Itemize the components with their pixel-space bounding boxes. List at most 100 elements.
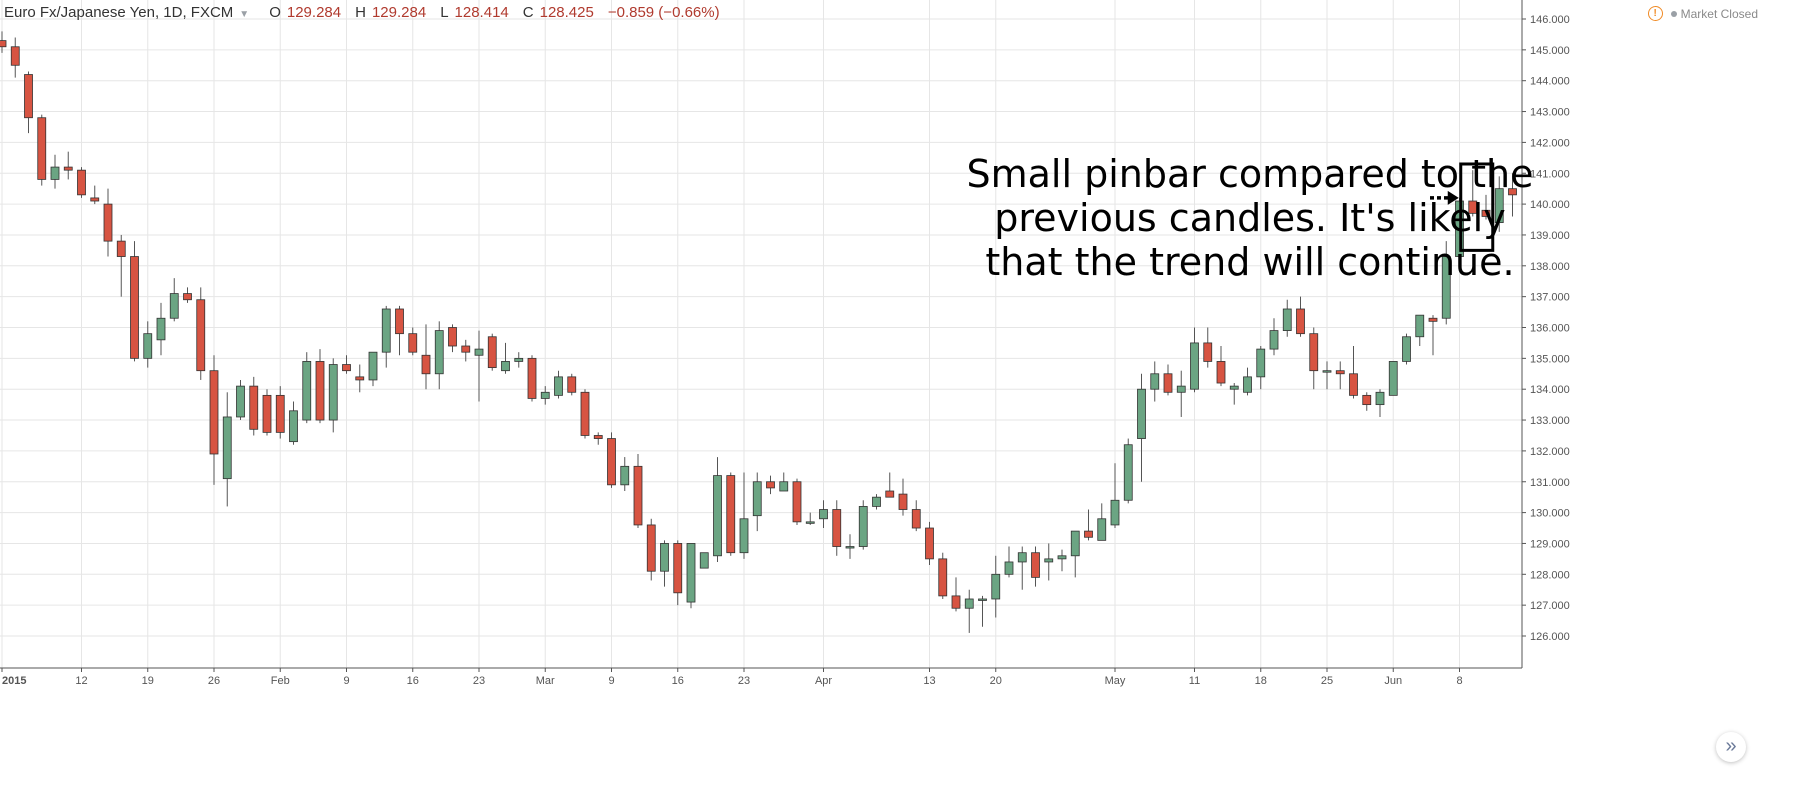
annotation-text: Small pinbar compared to the previous ca… [940,152,1560,284]
candle-down [77,169,86,196]
candle-up [1415,314,1425,338]
arrow-head-icon [1447,190,1459,205]
candle-down [196,299,206,372]
chart-legend: Euro Fx/Japanese Yen, 1D, FXCM ▼ O 129.28… [4,4,720,21]
candle-up [1137,388,1146,439]
y-tick-label: 131.000 [1530,477,1570,489]
pinbar-highlight-box [1459,162,1495,252]
candle-up [1388,361,1398,396]
x-tick-label: 9 [343,675,349,687]
candle-up [554,376,563,396]
open-label: O [269,4,281,21]
x-tick-label: 16 [672,675,684,687]
candle-down [408,333,418,353]
candle-up [779,481,789,492]
candle-down [1428,317,1438,322]
candle-up [1097,518,1107,541]
candle-up [845,546,855,549]
candle-down [607,438,616,486]
candle-down [395,308,404,335]
double-chevron-right-icon: » [1725,735,1737,757]
candle-down [130,256,139,359]
x-tick-label: Apr [815,675,832,687]
market-status: ! Market Closed [1647,6,1758,21]
candle-down [527,357,537,399]
y-tick-label: 146.000 [1530,14,1570,26]
candle-down [1309,333,1319,372]
candle-down [1335,370,1345,375]
candle-down [1349,373,1358,396]
candle-up [302,361,312,421]
candle-up [540,391,550,399]
candle-down [911,509,921,529]
candle-down [342,364,351,372]
candle-down [1468,200,1478,214]
candle-up [1402,336,1411,362]
annotation-line: that the trend will continue. [985,240,1515,284]
candle-down [925,527,934,560]
low-label: L [440,4,449,21]
y-tick-label: 140.000 [1530,199,1570,211]
candle-down [421,354,431,375]
x-tick-label: 25 [1321,675,1333,687]
x-tick-label: 11 [1189,675,1200,687]
candle-down [448,327,457,347]
candle-up [1243,376,1252,393]
candle-down [646,524,656,572]
candle-up [1044,558,1054,563]
y-tick-label: 135.000 [1530,353,1570,365]
candle-down [1084,530,1093,538]
candle-up [872,496,881,507]
y-tick-label: 136.000 [1530,323,1570,335]
candle-down [461,345,471,353]
candle-down [90,197,100,202]
x-tick-label: 23 [473,675,485,687]
high-label: H [355,4,366,21]
x-tick-label: 9 [608,675,614,687]
candle-up [501,361,510,372]
close-label: C [522,4,534,21]
status-dot-icon [1670,10,1677,17]
symbol-title[interactable]: Euro Fx/Japanese Yen, 1D, FXCM [4,4,234,21]
candle-up [1110,499,1120,526]
x-tick-label: 13 [923,675,935,687]
candle-down [355,376,365,381]
y-tick-label: 128.000 [1530,569,1570,581]
y-tick-label: 134.000 [1530,384,1570,396]
candle-down [487,336,497,369]
x-tick-label: 12 [75,675,87,687]
candle-up [713,475,722,557]
candle-up [50,166,60,180]
caret-down-icon[interactable]: ▼ [239,9,250,20]
x-tick-label: Feb [271,675,290,687]
x-tick-label: 23 [738,675,750,687]
y-tick-label: 133.000 [1530,415,1570,427]
candle-up [474,348,484,356]
candle-up [1004,561,1014,575]
candle-down [209,370,219,455]
candle-down [1362,394,1372,406]
candle-up [686,543,696,603]
open-value: 129.284 [286,4,342,21]
y-tick-label: 144.000 [1530,76,1570,88]
candle-down [832,509,842,547]
candle-down [792,481,802,523]
candle-down [1296,308,1305,335]
y-tick-label: 126.000 [1530,631,1570,643]
y-tick-label: 130.000 [1530,508,1570,520]
candle-up [1269,330,1279,350]
candle-down [1481,209,1491,217]
scroll-to-realtime-button[interactable]: » [1716,732,1746,762]
warning-circle-icon[interactable]: ! [1647,6,1663,21]
candle-up [964,598,974,609]
candle-up [289,410,298,443]
annotation-line: previous candles. It's likely [994,196,1506,240]
candle-down [1508,188,1517,196]
candle-down [567,376,577,393]
candle-down [885,490,895,498]
candle-down [593,435,603,439]
candle-down [898,493,908,510]
candle-down [10,46,20,66]
